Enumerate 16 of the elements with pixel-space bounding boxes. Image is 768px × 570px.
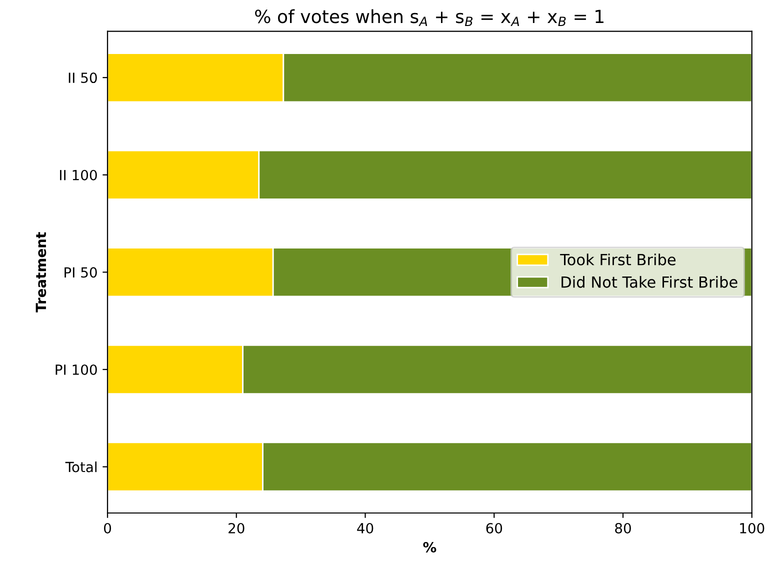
- y-tick-label: Total: [65, 462, 96, 472]
- legend-label: Did Not Take First Bribe: [562, 276, 738, 288]
- legend-label: Took First Bribe: [560, 254, 676, 266]
- y-tick-label: II 50: [68, 72, 97, 84]
- x-tick-label: 80: [615, 522, 631, 534]
- x-tick-label: 60: [486, 522, 502, 534]
- x-tick-label: 100: [740, 522, 764, 534]
- y-axis-title: Treatment: [36, 232, 46, 312]
- x-tick-label: 20: [228, 522, 244, 534]
- y-tick-label: II 100: [60, 170, 97, 180]
- chart-title: % of votes when s$_{A}$ + s$_{B}$ = x$_{A}$ + x$_{B}$ = 1: [255, 9, 604, 26]
- y-tick-label: PI 50: [64, 267, 97, 278]
- x-axis-title: %: [423, 542, 436, 552]
- x-tick-label: 0: [104, 522, 112, 534]
- y-tick-label: PI 100: [56, 364, 97, 375]
- x-tick-label: 40: [357, 522, 374, 534]
